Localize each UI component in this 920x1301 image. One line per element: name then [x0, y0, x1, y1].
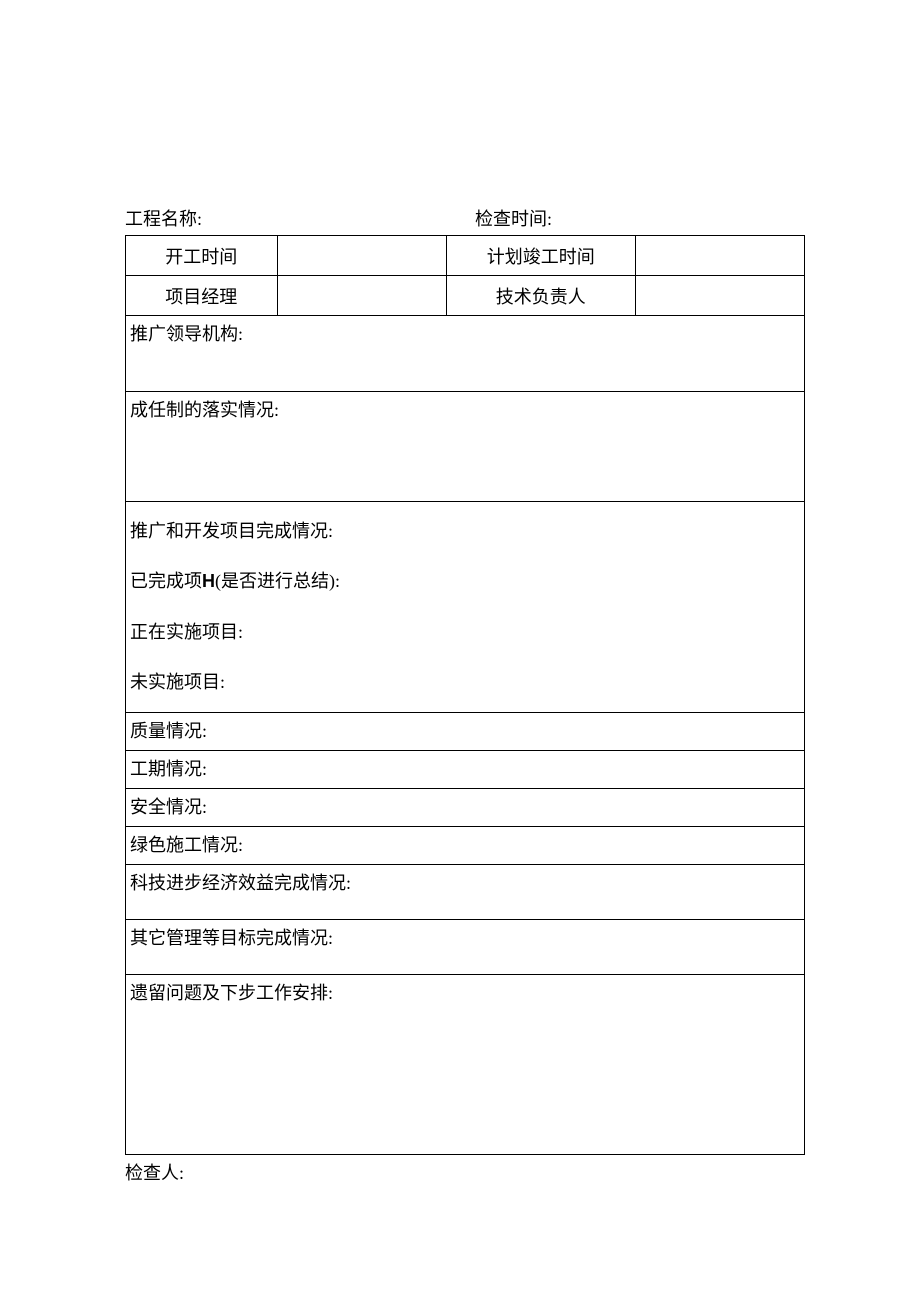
- promotion-dev-status-label: 推广和开发项目完成情况:: [130, 506, 800, 556]
- start-date-label: 开工时间: [126, 236, 278, 276]
- inspection-time-label: 检查时间:: [465, 205, 805, 231]
- schedule-row: 工期情况:: [126, 750, 805, 788]
- completed-prefix: 已完成项: [130, 571, 202, 591]
- implementing-label: 正在实施项目:: [130, 607, 800, 657]
- promotion-org-row: 推广领导机构:: [126, 316, 805, 392]
- completed-h-char: H: [202, 571, 215, 591]
- other-management-row: 其它管理等目标完成情况:: [126, 919, 805, 974]
- project-manager-label: 项目经理: [126, 276, 278, 316]
- promotion-dev-row: 推广和开发项目完成情况: 已完成项H(是否进行总结): 正在实施项目: 未实施项…: [126, 502, 805, 713]
- safety-row: 安全情况:: [126, 788, 805, 826]
- completed-items-label: 已完成项H(是否进行总结):: [130, 556, 800, 606]
- safety-cell[interactable]: 安全情况:: [126, 788, 805, 826]
- tech-progress-cell[interactable]: 科技进步经济效益完成情况:: [126, 864, 805, 919]
- project-manager-value[interactable]: [277, 276, 446, 316]
- remaining-issues-cell[interactable]: 遗留问题及下步工作安排:: [126, 974, 805, 1154]
- quality-row: 质量情况:: [126, 712, 805, 750]
- tech-lead-value[interactable]: [635, 276, 804, 316]
- not-implemented-label: 未实施项目:: [130, 657, 800, 707]
- schedule-cell[interactable]: 工期情况:: [126, 750, 805, 788]
- remaining-issues-row: 遗留问题及下步工作安排:: [126, 974, 805, 1154]
- form-header: 工程名称: 检查时间:: [125, 205, 805, 231]
- inspection-form-table: 开工时间 计划竣工时间 项目经理 技术负责人 推广领导机构: 成任制的落实情况:…: [125, 235, 805, 1155]
- responsibility-row: 成任制的落实情况:: [126, 392, 805, 502]
- project-name-label: 工程名称:: [125, 205, 465, 231]
- info-row-2: 项目经理 技术负责人: [126, 276, 805, 316]
- responsibility-cell[interactable]: 成任制的落实情况:: [126, 392, 805, 502]
- promotion-dev-cell[interactable]: 推广和开发项目完成情况: 已完成项H(是否进行总结): 正在实施项目: 未实施项…: [126, 502, 805, 713]
- start-date-value[interactable]: [277, 236, 446, 276]
- inspector-label: 检查人:: [125, 1159, 805, 1185]
- promotion-org-cell[interactable]: 推广领导机构:: [126, 316, 805, 392]
- other-management-cell[interactable]: 其它管理等目标完成情况:: [126, 919, 805, 974]
- green-construction-cell[interactable]: 绿色施工情况:: [126, 826, 805, 864]
- planned-completion-label: 计划竣工时间: [446, 236, 635, 276]
- green-construction-row: 绿色施工情况:: [126, 826, 805, 864]
- planned-completion-value[interactable]: [635, 236, 804, 276]
- quality-cell[interactable]: 质量情况:: [126, 712, 805, 750]
- info-row-1: 开工时间 计划竣工时间: [126, 236, 805, 276]
- tech-lead-label: 技术负责人: [446, 276, 635, 316]
- tech-progress-row: 科技进步经济效益完成情况:: [126, 864, 805, 919]
- completed-suffix: (是否进行总结):: [215, 571, 340, 591]
